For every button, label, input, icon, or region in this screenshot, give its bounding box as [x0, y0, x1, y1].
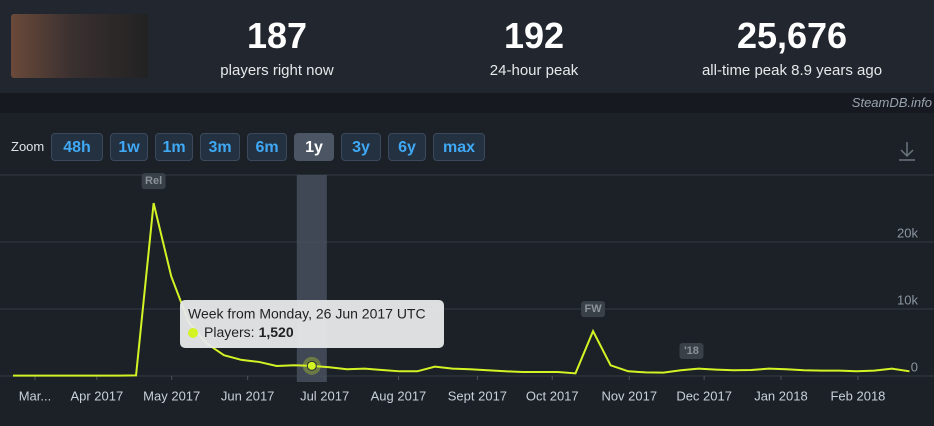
- y-tick-label: 20k: [897, 225, 918, 240]
- download-icon[interactable]: [899, 142, 915, 161]
- x-tick-label: Jun 2017: [221, 388, 275, 403]
- zoom-button[interactable]: 1y: [294, 133, 334, 161]
- x-tick-label: Sept 2017: [448, 388, 507, 403]
- zoom-button[interactable]: 3m: [200, 133, 240, 161]
- annotation-label: '18: [684, 345, 699, 357]
- x-tick-label: Feb 2018: [830, 388, 885, 403]
- stat-value: 187: [246, 15, 308, 56]
- header: 187 players right now 192 24-hour peak 25,…: [0, 0, 934, 93]
- annotation-box: [581, 301, 606, 318]
- x-tick-label: Jan 2018: [754, 388, 808, 403]
- game-cover[interactable]: [11, 14, 148, 78]
- x-tick-label: Dec 2017: [676, 388, 732, 403]
- zoom-label: Zoom: [11, 139, 45, 154]
- strip: [0, 93, 934, 113]
- stat: 192 24-hour peak: [414, 15, 654, 80]
- hover-point: [306, 360, 317, 371]
- x-tick-label: Oct 2017: [526, 388, 579, 403]
- x-tick-label: Mar...: [19, 388, 52, 403]
- zoom-button[interactable]: max: [433, 133, 485, 161]
- series-name: Players:: [204, 324, 255, 340]
- tooltip-box: [180, 300, 444, 348]
- annotation: FW: [581, 301, 606, 318]
- value-label: 1,520: [259, 324, 294, 340]
- tooltip: Week from Monday, 26 Jun 2017 UTC Players…: [180, 300, 444, 348]
- zoom-button[interactable]: 6y: [388, 133, 426, 161]
- annotation-label: FW: [585, 303, 603, 315]
- zoom-button[interactable]: 1w: [110, 133, 148, 161]
- stat: 187 players right now: [157, 15, 397, 80]
- tooltip-swatch: [188, 328, 198, 338]
- tooltip-title: Week from Monday, 26 Jun 2017 UTC: [188, 306, 426, 322]
- x-tick-label: Jul 2017: [300, 388, 349, 403]
- annotation-label: Rel: [145, 175, 162, 187]
- annotation-box: [679, 343, 704, 359]
- hover-band: [296, 175, 327, 382]
- annotation-box: [141, 173, 166, 190]
- stat: 25,676 all-time peak 8.9 years ago: [672, 15, 912, 80]
- y-tick-label: 10k: [897, 292, 918, 307]
- zoom-button[interactable]: 48h: [51, 133, 103, 161]
- stat-value: 25,676: [736, 15, 848, 56]
- zoom-button[interactable]: 6m: [247, 133, 287, 161]
- brand[interactable]: SteamDB.info: [851, 95, 932, 110]
- x-tick-label: May 2017: [143, 388, 200, 403]
- stat-label: all-time peak 8.9 years ago: [701, 62, 883, 79]
- stat-label: 24-hour peak: [489, 62, 579, 79]
- annotation: '18: [679, 343, 704, 359]
- y-tick-label: 0: [911, 359, 918, 374]
- series-line: [13, 202, 910, 377]
- tooltip-label: Players: 1,520: [204, 324, 294, 340]
- x-tick-label: Nov 2017: [601, 388, 657, 403]
- stat-value: 192: [503, 15, 565, 56]
- zoom-button[interactable]: 1m: [155, 133, 193, 161]
- x-tick-label: Apr 2017: [70, 388, 123, 403]
- annotation: Rel: [141, 173, 166, 190]
- stat-label: players right now: [220, 62, 334, 79]
- zoom-button[interactable]: 3y: [341, 133, 381, 161]
- x-tick-label: Aug 2017: [371, 388, 427, 403]
